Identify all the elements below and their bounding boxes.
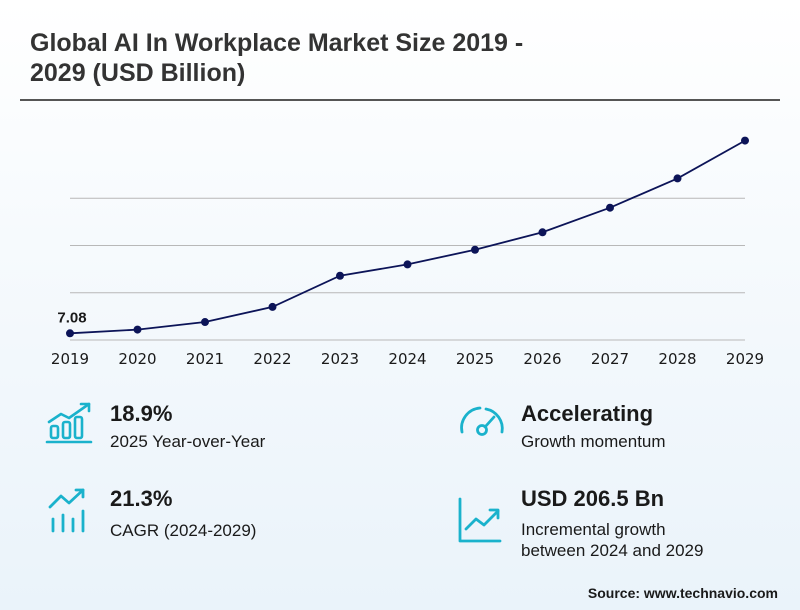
x-tick-label: 2027 [591,350,629,368]
trend-bars-icon [48,488,85,533]
title-line-1: Global AI In Workplace Market Size 2019 … [30,29,524,57]
line-chart-up-icon [458,497,502,543]
x-tick-label: 2028 [658,350,696,368]
kpi-desc: 2025 Year-over-Year [110,432,266,451]
x-tick-label: 2019 [51,350,89,368]
title-line-2: 2029 (USD Billion) [30,59,246,87]
speedometer-icon [460,406,504,436]
kpi-desc-line-1: Incremental growth [521,520,666,539]
data-label: 7.08 [57,309,86,326]
data-point-2027 [606,203,614,212]
kpi-value: 21.3% [110,486,173,511]
x-tick-label: 2026 [523,350,561,368]
data-point-2022 [268,302,277,311]
x-tick-label: 2029 [726,350,764,368]
kpi-desc-line-2: between 2024 and 2029 [521,541,704,560]
x-tick-label: 2024 [388,350,426,368]
data-point-2025 [471,245,479,254]
data-point-2021 [201,318,209,327]
kpi-value: 18.9% [110,401,173,426]
source-credit: Source: www.technavio.com [587,585,778,601]
chart-title: Global AI In Workplace Market Size 2019 … [30,28,630,88]
data-point-2023 [336,271,344,280]
kpi-value: USD 206.5 Bn [521,486,665,511]
data-point-2026 [538,228,547,237]
line-chart: 2019 2020 2021 2022 2023 2024 2025 2026 2027 2028… [51,136,764,368]
series-line [69,139,746,335]
kpi-desc: Growth momentum [521,432,666,451]
data-point-2024 [403,260,412,269]
x-tick-label: 2025 [456,350,494,368]
x-tick-label: 2023 [321,350,359,368]
x-tick-label: 2022 [253,350,291,368]
x-tick-label: 2020 [118,350,156,368]
kpi-value: Accelerating [521,401,654,426]
data-point-2019 [66,329,74,338]
data-point-2028 [673,174,682,183]
title-divider [20,99,780,101]
kpi-desc: CAGR (2024-2029) [110,521,257,540]
bar-chart-growth-icon [45,402,93,444]
data-point-2029 [741,136,749,145]
x-tick-label: 2021 [186,350,224,368]
data-point-2020 [133,325,142,334]
